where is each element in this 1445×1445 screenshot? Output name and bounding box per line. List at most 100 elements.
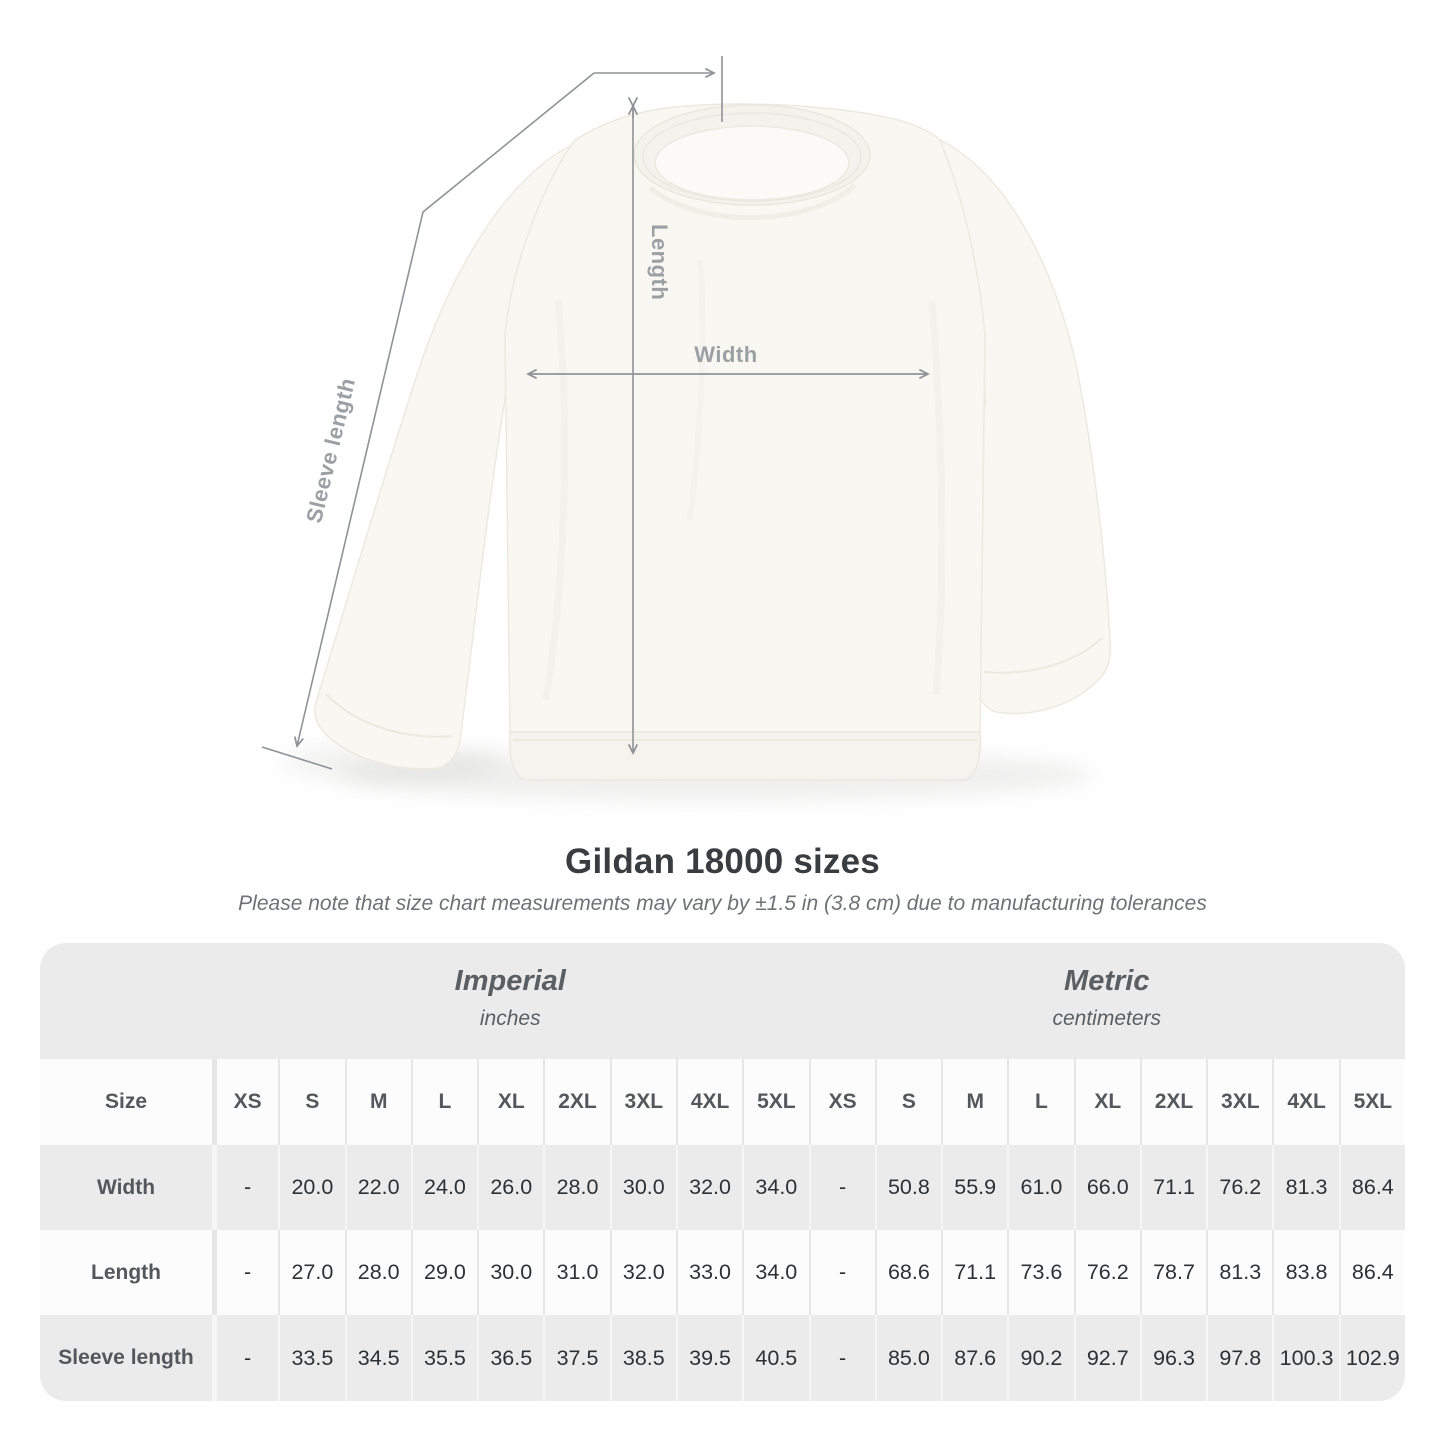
size-value: - <box>808 1315 875 1401</box>
width-label: Width <box>694 342 757 367</box>
size-value: - <box>212 1315 278 1401</box>
size-column-header: M <box>941 1059 1008 1145</box>
size-column-header: XS <box>212 1059 279 1145</box>
size-value: 100.3 <box>1272 1315 1338 1401</box>
size-column-header: 3XL <box>1206 1059 1273 1145</box>
size-column-header: 5XL <box>742 1059 809 1145</box>
fold-shade-center <box>687 259 706 521</box>
size-value: 34.0 <box>742 1230 809 1315</box>
size-value: 34.0 <box>742 1145 808 1230</box>
tolerance-note: Please note that size chart measurements… <box>238 892 1207 915</box>
size-value: 32.0 <box>675 1145 742 1230</box>
fold-shade-right <box>928 299 946 696</box>
size-value: 32.0 <box>609 1230 676 1315</box>
size-diagram: Sleeve length Length Width <box>261 56 1112 801</box>
fold-shade-left <box>542 299 569 701</box>
size-value: 30.0 <box>477 1230 544 1315</box>
size-column-header: L <box>1007 1059 1074 1145</box>
body-panel <box>504 103 986 733</box>
size-value: 66.0 <box>1073 1145 1140 1230</box>
left-cuff-seam <box>325 693 453 738</box>
collar-under-shadow <box>648 183 857 221</box>
size-value: 76.2 <box>1206 1145 1272 1230</box>
size-value: 39.5 <box>675 1315 742 1401</box>
size-value: 40.5 <box>742 1315 808 1401</box>
size-value: - <box>212 1145 278 1230</box>
page-title: Gildan 18000 sizes <box>565 842 880 881</box>
unit-system-name: Imperial <box>454 965 566 997</box>
size-value: 35.5 <box>410 1315 477 1401</box>
size-value: 28.0 <box>344 1230 411 1315</box>
size-value: 97.8 <box>1206 1315 1272 1401</box>
size-value: 33.5 <box>278 1315 344 1401</box>
size-value: 78.7 <box>1139 1230 1207 1315</box>
row-label: Length <box>40 1230 212 1315</box>
size-value: 38.5 <box>609 1315 676 1401</box>
size-value: 83.8 <box>1272 1230 1339 1315</box>
size-value: 30.0 <box>609 1145 676 1230</box>
length-label: Length <box>647 224 672 300</box>
unit-system-unit: inches <box>479 1007 541 1030</box>
unit-system-unit: centimeters <box>1052 1007 1162 1030</box>
size-column-header: 3XL <box>609 1059 676 1145</box>
size-value: 87.6 <box>941 1315 1007 1401</box>
size-column-header: 4XL <box>675 1059 743 1145</box>
unit-system-header: Metric centimeters <box>809 943 1406 1059</box>
size-value: 34.5 <box>344 1315 411 1401</box>
size-value: 85.0 <box>874 1315 941 1401</box>
size-value: 76.2 <box>1073 1230 1140 1315</box>
size-value: - <box>808 1145 875 1230</box>
size-value: 24.0 <box>410 1145 477 1230</box>
size-value: 68.6 <box>874 1230 942 1315</box>
size-column-header: 4XL <box>1272 1059 1339 1145</box>
size-column-header: S <box>278 1059 345 1145</box>
size-value: 86.4 <box>1338 1230 1405 1315</box>
size-value: 86.4 <box>1338 1145 1405 1230</box>
size-value: 61.0 <box>1007 1145 1073 1230</box>
size-column-header: M <box>344 1059 411 1145</box>
unit-system-header: Imperial inches <box>212 943 809 1059</box>
row-label: Width <box>96 1175 156 1199</box>
collar-seam <box>642 112 862 202</box>
size-value: 20.0 <box>278 1145 344 1230</box>
size-value: 55.9 <box>941 1145 1007 1230</box>
size-value: 73.6 <box>1007 1230 1074 1315</box>
size-table: Imperial inches Metric centimeters Size XS S M L… <box>40 943 1405 1401</box>
size-column-header: 2XL <box>1139 1059 1207 1145</box>
hem-band <box>508 731 982 781</box>
size-value: 36.5 <box>477 1315 543 1401</box>
row-label: Sleeve length <box>58 1346 194 1369</box>
size-value: - <box>212 1230 279 1315</box>
size-column-header: 5XL <box>1338 1059 1405 1145</box>
size-value: 96.3 <box>1139 1315 1206 1401</box>
sleeve-length-label: Sleeve length <box>301 375 360 525</box>
size-value: 50.8 <box>874 1145 941 1230</box>
size-value: 37.5 <box>543 1315 609 1401</box>
size-table-grid: Imperial inches Metric centimeters Size XS S M L… <box>40 943 1405 1401</box>
size-column-header: XL <box>477 1059 544 1145</box>
size-value: 22.0 <box>344 1145 411 1230</box>
right-cuff-seam <box>983 637 1103 674</box>
sleeve-length-line <box>293 72 595 748</box>
size-value: 81.3 <box>1206 1230 1273 1315</box>
size-column-header: XL <box>1073 1059 1140 1145</box>
size-value: 81.3 <box>1272 1145 1338 1230</box>
size-column-header: S <box>874 1059 942 1145</box>
size-column-header: XS <box>808 1059 875 1145</box>
size-value: 28.0 <box>543 1145 609 1230</box>
size-value: - <box>808 1230 875 1315</box>
size-column-header: 2XL <box>543 1059 610 1145</box>
size-corner-label: Size <box>40 1059 212 1145</box>
size-value: 29.0 <box>410 1230 478 1315</box>
cuff-baseline-tick <box>261 746 333 770</box>
size-value: 33.0 <box>675 1230 743 1315</box>
size-value: 71.1 <box>1139 1145 1206 1230</box>
unit-system-name: Metric <box>1064 965 1150 997</box>
size-value: 102.9 <box>1338 1315 1405 1401</box>
size-value: 92.7 <box>1073 1315 1140 1401</box>
size-value: 27.0 <box>278 1230 345 1315</box>
size-column-header: L <box>410 1059 478 1145</box>
size-value: 71.1 <box>941 1230 1008 1315</box>
units-row-spacer <box>40 943 212 1059</box>
collar-inner <box>654 125 850 201</box>
